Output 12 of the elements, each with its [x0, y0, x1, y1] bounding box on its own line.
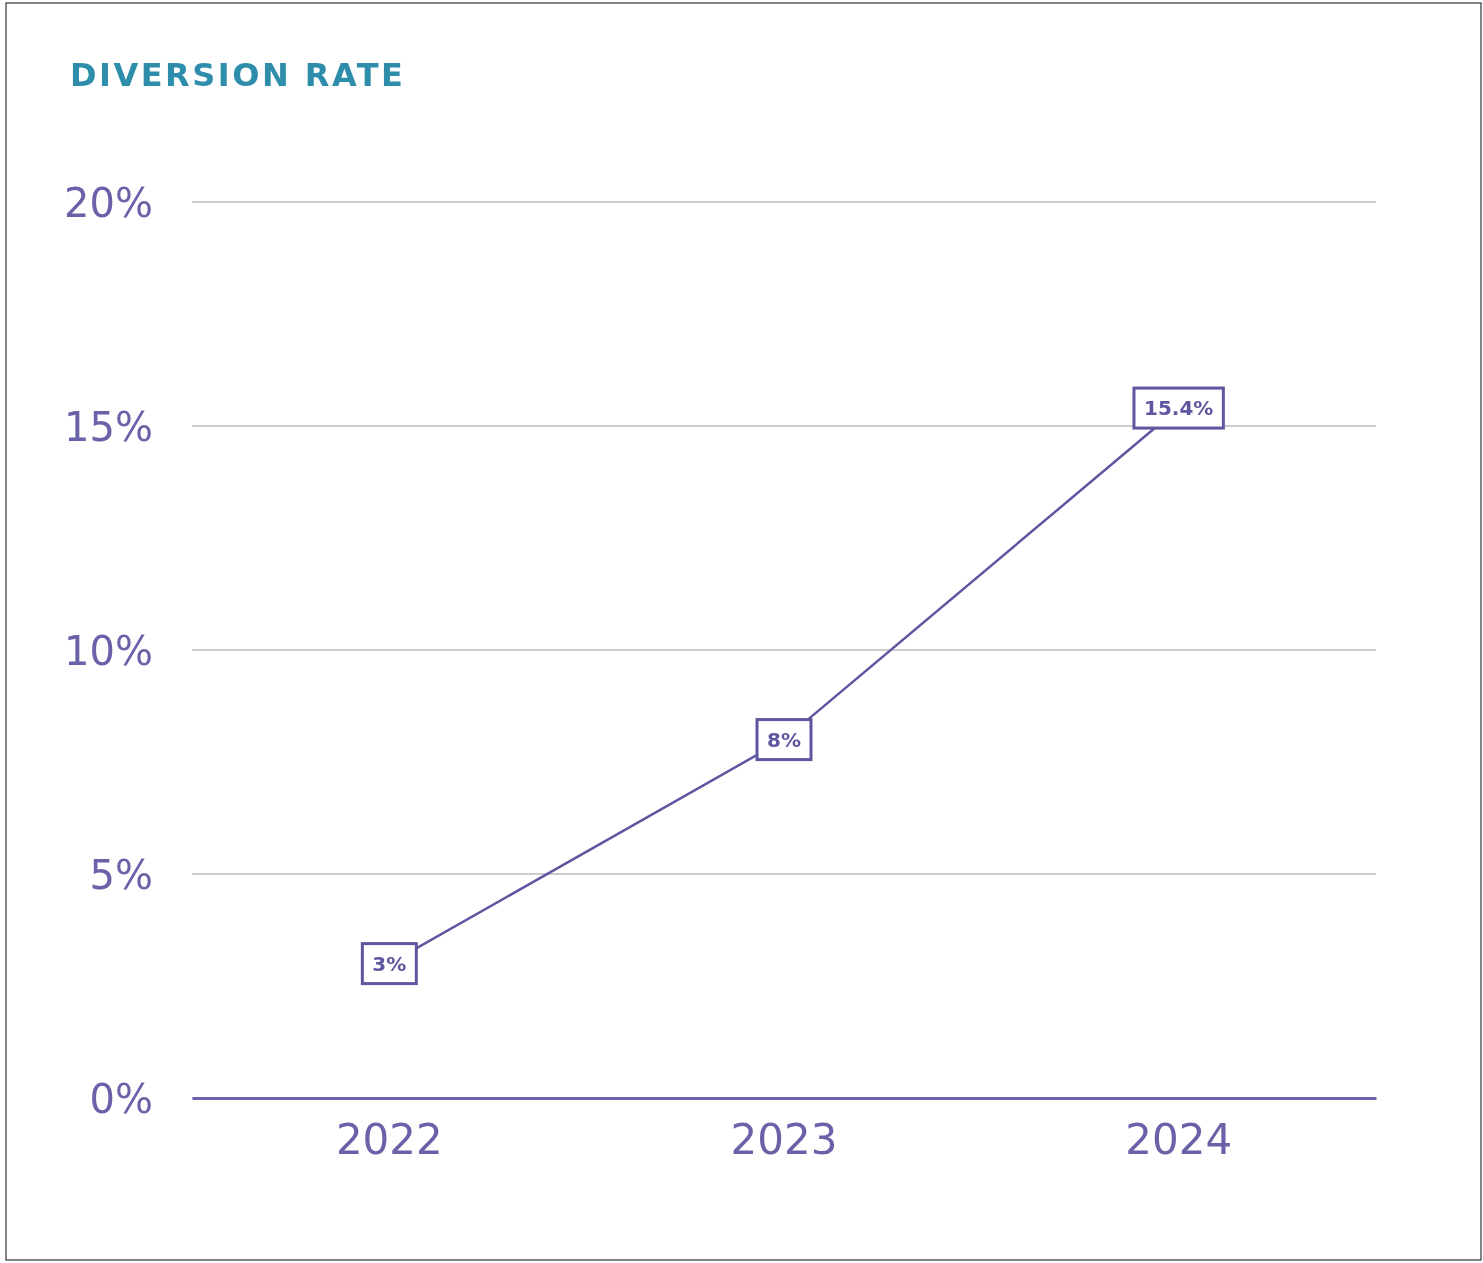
y-tick-label: 5% — [89, 851, 153, 898]
x-tick-label: 2023 — [730, 1114, 838, 1164]
data-label: 15.4% — [1143, 396, 1214, 421]
x-tick-label: 2024 — [1125, 1114, 1233, 1164]
chart-title: DIVERSION RATE — [70, 56, 406, 94]
data-label: 3% — [372, 951, 407, 976]
y-tick-label: 0% — [89, 1075, 153, 1122]
y-tick-label: 20% — [64, 179, 153, 226]
x-tick-label: 2022 — [335, 1114, 443, 1164]
y-tick-label: 15% — [64, 403, 153, 450]
data-label: 8% — [767, 727, 801, 752]
y-tick-label: 10% — [64, 627, 153, 674]
